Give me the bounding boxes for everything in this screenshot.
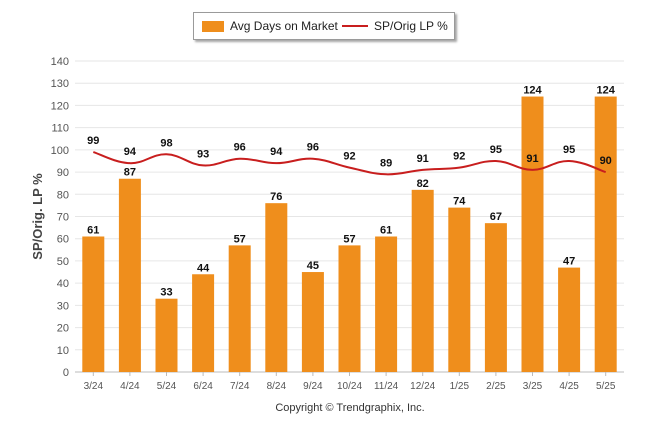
bar bbox=[192, 274, 215, 372]
line-value-label: 92 bbox=[453, 151, 465, 163]
y-tick-label: 10 bbox=[57, 345, 69, 357]
y-tick-label: 40 bbox=[57, 278, 69, 290]
y-tick-label: 60 bbox=[57, 234, 69, 246]
legend-item-line: SP/Orig LP % bbox=[342, 19, 448, 33]
x-tick-label: 11/24 bbox=[374, 381, 399, 392]
x-tick-label: 3/25 bbox=[523, 381, 543, 392]
bar bbox=[82, 236, 105, 372]
bar bbox=[228, 245, 251, 372]
legend-bar-swatch bbox=[202, 20, 224, 32]
x-tick-label: 5/24 bbox=[157, 381, 177, 392]
x-tick-label: 6/24 bbox=[193, 381, 213, 392]
bar-value-label: 87 bbox=[124, 167, 136, 179]
y-tick-label: 140 bbox=[51, 56, 69, 68]
bar-value-label: 124 bbox=[523, 85, 542, 97]
x-tick-label: 2/25 bbox=[486, 381, 506, 392]
x-tick-label: 8/24 bbox=[267, 381, 287, 392]
x-tick-label: 10/24 bbox=[337, 381, 362, 392]
y-tick-label: 50 bbox=[57, 256, 69, 268]
legend-bar-label: Avg Days on Market bbox=[230, 19, 338, 33]
bar-value-label: 57 bbox=[234, 233, 246, 245]
y-tick-label: 130 bbox=[51, 78, 69, 90]
x-tick-label: 4/25 bbox=[559, 381, 579, 392]
legend: Avg Days on Market SP/Orig LP % bbox=[193, 12, 455, 40]
legend-line-label: SP/Orig LP % bbox=[374, 19, 448, 33]
bar-value-label: 47 bbox=[563, 256, 575, 268]
line-value-label: 94 bbox=[270, 146, 283, 158]
bar bbox=[118, 178, 141, 372]
bar-value-label: 61 bbox=[87, 224, 99, 236]
x-tick-label: 1/25 bbox=[450, 381, 470, 392]
bar-value-label: 33 bbox=[160, 287, 172, 299]
bar bbox=[594, 96, 617, 373]
x-tick-label: 4/24 bbox=[120, 381, 140, 392]
bar bbox=[558, 267, 581, 372]
bar-value-label: 44 bbox=[197, 262, 210, 274]
y-tick-label: 120 bbox=[51, 100, 69, 112]
line-value-label: 90 bbox=[600, 155, 612, 167]
line-value-label: 91 bbox=[526, 153, 538, 165]
line-value-label: 89 bbox=[380, 157, 392, 169]
bar-value-label: 67 bbox=[490, 211, 502, 223]
line-value-label: 95 bbox=[490, 144, 502, 156]
y-tick-label: 90 bbox=[57, 167, 69, 179]
x-tick-label: 5/25 bbox=[596, 381, 616, 392]
x-tick-label: 12/24 bbox=[410, 381, 435, 392]
legend-item-bar: Avg Days on Market bbox=[202, 19, 338, 33]
bar bbox=[265, 203, 288, 372]
line-value-label: 92 bbox=[343, 151, 355, 163]
y-tick-label: 100 bbox=[51, 145, 69, 157]
line-series-sp-orig-lp bbox=[92, 151, 607, 176]
line-value-label: 96 bbox=[234, 142, 246, 154]
legend-line-swatch bbox=[342, 25, 368, 27]
bar-value-label: 57 bbox=[343, 233, 355, 245]
line-value-label: 91 bbox=[417, 153, 429, 165]
bar-value-label: 74 bbox=[453, 196, 466, 208]
bar bbox=[411, 189, 434, 372]
bar bbox=[484, 223, 507, 372]
bar bbox=[301, 272, 324, 372]
copyright-text: Copyright © Trendgraphix, Inc. bbox=[275, 402, 425, 414]
line-value-label: 94 bbox=[124, 146, 137, 158]
bar-value-label: 76 bbox=[270, 191, 282, 203]
line-value-label: 99 bbox=[87, 135, 99, 147]
bar bbox=[375, 236, 398, 372]
x-tick-label: 3/24 bbox=[84, 381, 104, 392]
line-value-label: 96 bbox=[307, 142, 319, 154]
bar bbox=[155, 298, 178, 372]
bar-value-label: 61 bbox=[380, 224, 392, 236]
line-value-label: 98 bbox=[160, 137, 172, 149]
bar-value-label: 124 bbox=[597, 85, 616, 97]
bar bbox=[448, 207, 471, 372]
y-tick-label: 110 bbox=[51, 123, 69, 135]
bar bbox=[521, 96, 544, 373]
y-axis-title: SP/Orig. LP % bbox=[30, 173, 45, 260]
y-tick-label: 0 bbox=[63, 367, 69, 379]
x-tick-label: 7/24 bbox=[230, 381, 250, 392]
bar bbox=[338, 245, 361, 372]
line-value-label: 93 bbox=[197, 148, 209, 160]
bar-value-label: 45 bbox=[307, 260, 319, 272]
y-tick-label: 30 bbox=[57, 300, 69, 312]
bar-value-label: 82 bbox=[417, 178, 429, 190]
y-tick-label: 20 bbox=[57, 323, 69, 335]
x-tick-label: 9/24 bbox=[303, 381, 323, 392]
line-value-label: 95 bbox=[563, 144, 575, 156]
y-tick-label: 80 bbox=[57, 189, 69, 201]
y-tick-label: 70 bbox=[57, 212, 69, 224]
